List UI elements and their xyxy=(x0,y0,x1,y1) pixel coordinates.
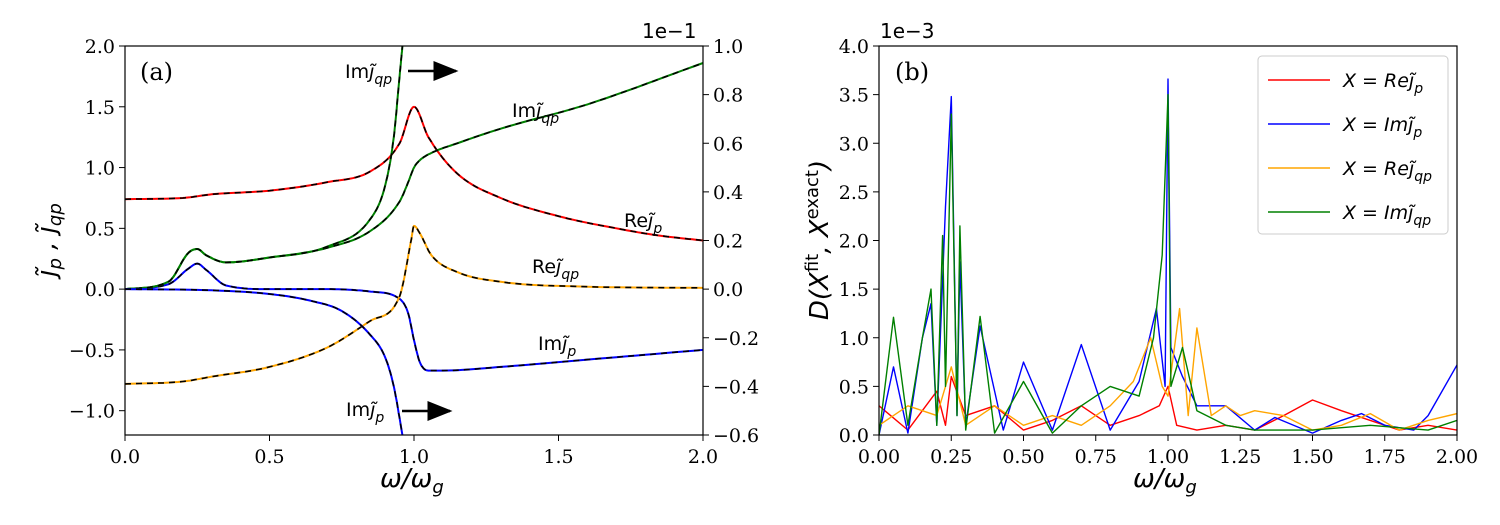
x-tick-label: 2.00 xyxy=(1436,446,1478,468)
y-tick-label: 2.0 xyxy=(85,36,115,58)
panel-b-ylabel: D(Xfit, Xexact) xyxy=(802,160,835,320)
y-tick-label: 0.0 xyxy=(839,425,869,447)
x-tick-label: 1.00 xyxy=(1147,446,1189,468)
x-tick-label: 0.0 xyxy=(110,446,140,468)
panel-a-label: (a) xyxy=(140,58,173,86)
panel-b-y-ticks: 0.0 0.5 1.0 1.5 2.0 2.5 3.0 3.5 4.0 xyxy=(839,36,879,447)
panel-a-lines xyxy=(125,46,703,435)
x-tick-label: 0.50 xyxy=(1002,446,1044,468)
panel-a-ylabel: j̃p , j̃qp xyxy=(32,203,66,280)
panel-b-x-ticks: 0.00 0.25 0.50 0.75 1.00 1.25 1.50 1.75 2.00 xyxy=(858,435,1478,468)
panel-b: 0.00 0.25 0.50 0.75 1.00 1.25 1.50 1.75 2.00 0.0… xyxy=(802,19,1478,498)
series-line xyxy=(125,224,703,385)
panel-a-right-offset: 1e−1 xyxy=(642,19,697,43)
panel-a-series-4 xyxy=(125,46,404,291)
x-tick-label: 1.5 xyxy=(543,446,573,468)
legend-entry: X = Rej̃qp xyxy=(1268,158,1432,185)
panel-a-y-ticks-left: −1.0 −0.5 0.0 0.5 1.0 1.5 2.0 xyxy=(69,36,125,423)
y-tick-right-label: 0.4 xyxy=(713,182,743,204)
y-tick-label: 1.0 xyxy=(839,328,869,350)
legend-label: X = Imj̃p xyxy=(1342,114,1422,141)
x-tick-label: 1.75 xyxy=(1364,446,1406,468)
x-tick-label: 1.50 xyxy=(1291,446,1333,468)
y-tick-right-label: 1.0 xyxy=(713,36,743,58)
panel-a-series-0 xyxy=(125,105,703,242)
legend-entry: X = Rej̃p xyxy=(1268,70,1423,97)
panel-a-series-3 xyxy=(125,62,703,291)
panel-a-series-1 xyxy=(125,262,703,372)
panel-b-series-2 xyxy=(879,307,1457,431)
series-line xyxy=(125,62,703,291)
panel-a-series-5 xyxy=(125,288,404,435)
panel-a-xlabel: ω/ωg xyxy=(380,464,444,498)
y-tick-label: 3.5 xyxy=(839,85,869,107)
panel-b-series-0 xyxy=(879,375,1457,431)
y-tick-label: 0.0 xyxy=(85,279,115,301)
panel-a-y-ticks-right: −0.6 −0.4 −0.2 0.0 0.2 0.4 0.6 0.8 1.0 xyxy=(703,36,759,447)
x-tick-label: 0.5 xyxy=(254,446,284,468)
y-tick-label: 2.5 xyxy=(839,182,869,204)
y-tick-right-label: 0.8 xyxy=(713,85,743,107)
panel-a-x-ticks: 0.0 0.5 1.0 1.5 2.0 xyxy=(110,435,718,468)
series-fit-dashed xyxy=(125,105,703,242)
panel-b-series-1 xyxy=(879,78,1457,435)
panel-b-label: (b) xyxy=(895,58,929,86)
panel-b-offset: 1e−3 xyxy=(880,19,935,43)
y-tick-right-label: −0.4 xyxy=(713,376,759,398)
y-tick-label: −1.0 xyxy=(69,401,115,423)
y-tick-label: 1.5 xyxy=(839,279,869,301)
y-tick-right-label: −0.2 xyxy=(713,328,759,350)
panel-b-legend: X = Rej̃p X = Imj̃p X = Rej̃qp X = Imj̃qp xyxy=(1257,55,1449,235)
svg-text:Imj̃p: Imj̃p xyxy=(346,399,384,426)
x-tick-label: 0.00 xyxy=(858,446,900,468)
series-fit-dashed xyxy=(125,288,404,435)
y-tick-label: 3.0 xyxy=(839,133,869,155)
y-tick-label: 4.0 xyxy=(839,36,869,58)
series-fit-dashed xyxy=(125,262,703,372)
panel-a: 0.0 0.5 1.0 1.5 2.0 −1.0−0.50.00.51.01.52.0 … xyxy=(32,19,759,498)
x-tick-label: 0.75 xyxy=(1075,446,1117,468)
series-fit-dashed xyxy=(125,225,703,385)
x-tick-label: 1.0 xyxy=(399,446,429,468)
y-tick-label: 0.5 xyxy=(85,218,115,240)
y-tick-label: 1.0 xyxy=(85,158,115,180)
legend-label: X = Rej̃p xyxy=(1342,70,1423,97)
panel-a-series-2 xyxy=(125,224,703,385)
y-tick-label: −0.5 xyxy=(69,340,115,362)
legend-label: X = Rej̃qp xyxy=(1342,158,1432,185)
annotation-re-jqp: Rej̃qp xyxy=(532,256,579,283)
x-tick-label: 1.25 xyxy=(1219,446,1261,468)
legend-entry: X = Imj̃qp xyxy=(1268,202,1431,229)
series-line xyxy=(125,262,703,372)
legend-label: X = Imj̃qp xyxy=(1342,202,1431,229)
legend-entry: X = Imj̃p xyxy=(1268,114,1422,141)
y-tick-right-label: 0.6 xyxy=(713,133,743,155)
x-tick-label: 0.25 xyxy=(930,446,972,468)
y-tick-right-label: 0.2 xyxy=(713,231,743,253)
panel-b-xlabel: ω/ωg xyxy=(1133,464,1197,498)
series-fit-dashed xyxy=(125,46,404,290)
legend-frame xyxy=(1257,55,1449,235)
annotation-im-jp-curve: Imj̃p xyxy=(538,333,576,360)
svg-text:Rej̃qp: Rej̃qp xyxy=(532,256,579,283)
y-tick-label: 1.5 xyxy=(85,97,115,119)
y-tick-right-label: 0.0 xyxy=(713,279,743,301)
y-tick-right-label: −0.6 xyxy=(713,425,759,447)
y-tick-label: 0.5 xyxy=(839,376,869,398)
panel-b-series-3 xyxy=(879,93,1457,435)
svg-text:Imj̃qp: Imj̃qp xyxy=(345,61,392,88)
series-line xyxy=(125,105,703,242)
y-tick-label: 2.0 xyxy=(839,231,869,253)
x-tick-label: 2.0 xyxy=(688,446,718,468)
svg-text:Imj̃p: Imj̃p xyxy=(538,333,576,360)
panel-b-lines xyxy=(879,78,1457,435)
series-fit-dashed xyxy=(125,62,703,290)
